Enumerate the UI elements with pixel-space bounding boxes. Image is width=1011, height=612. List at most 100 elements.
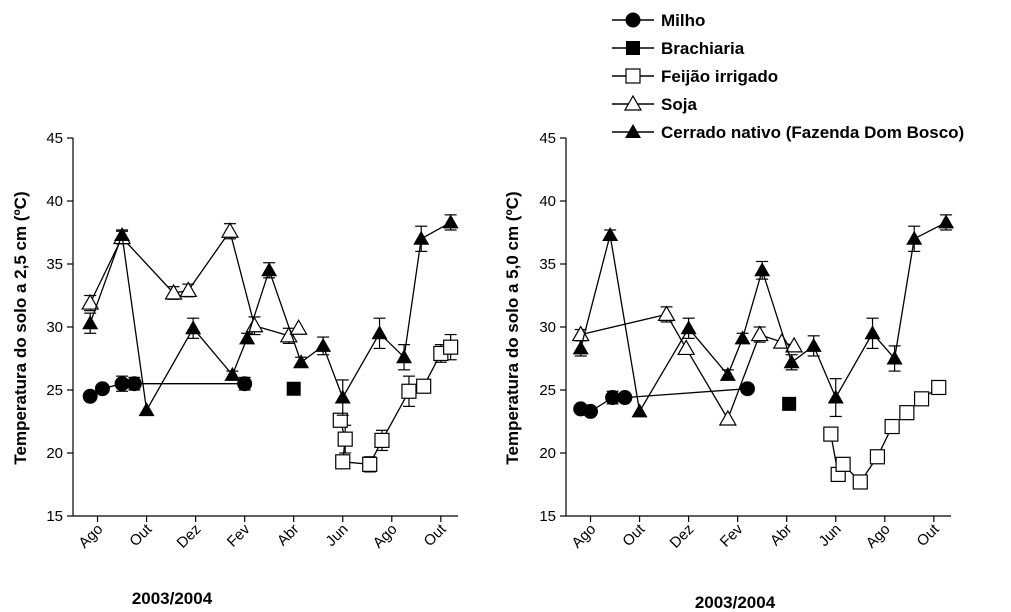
data-point-feijao-irrigado — [913, 391, 930, 407]
series-milho — [82, 375, 253, 404]
data-point-cerrado-nativo-fazenda-dom-bosco — [82, 315, 99, 330]
data-point-cerrado-nativo-fazenda-dom-bosco — [906, 230, 923, 245]
data-point-cerrado-nativo-fazenda-dom-bosco — [442, 214, 459, 229]
data-point-feijao-irrigado — [335, 454, 351, 470]
data-point-milho — [739, 381, 755, 397]
series-cerrado-nativo-fazenda-dom-bosco — [82, 214, 459, 417]
x-tick-label: Jun — [322, 521, 351, 550]
legend-label-soja: Soja — [661, 95, 697, 114]
data-point-cerrado-nativo-fazenda-dom-bosco — [734, 330, 751, 345]
legend-item-brachiaria: Brachiaria — [612, 39, 745, 58]
y-tick-label: 35 — [46, 256, 63, 273]
data-point-cerrado-nativo-fazenda-dom-bosco — [334, 389, 351, 404]
data-point-cerrado-nativo-fazenda-dom-bosco — [224, 366, 241, 381]
x-tick-label: Dez — [174, 521, 205, 552]
legend-label-cerrado-nativo: Cerrado nativo (Fazenda Dom Bosco) — [661, 123, 964, 142]
data-point-milho — [237, 376, 253, 392]
series-soja — [81, 222, 308, 344]
series-line-cerrado-nativo-fazenda-dom-bosco — [580, 221, 947, 414]
legend-label-feijao-irrigado: Feijão irrigado — [661, 67, 778, 86]
x-tick-label: Jun — [815, 521, 844, 550]
chart-panel-left: 15 20 25 30 35 40 45 Ago Out Dez Fev Abr Jun Ago Out 2… — [11, 130, 459, 608]
data-point-cerrado-nativo-fazenda-dom-bosco — [680, 320, 697, 335]
legend-item-milho: Milho — [612, 11, 705, 30]
legend-item-soja: Soja — [612, 94, 697, 114]
y-tick-label: 30 — [46, 319, 63, 336]
legend-marker-cerrado-nativo — [625, 124, 641, 138]
data-point-soja — [81, 293, 100, 310]
data-point-milho — [126, 376, 142, 392]
series-feijao-irrigado — [823, 379, 947, 490]
data-point-cerrado-nativo-fazenda-dom-bosco — [827, 389, 844, 404]
data-point-feijao-irrigado — [443, 339, 459, 355]
data-point-cerrado-nativo-fazenda-dom-bosco — [631, 403, 648, 418]
x-tick-label: Fev — [717, 520, 747, 550]
data-point-cerrado-nativo-fazenda-dom-bosco — [185, 320, 202, 335]
y-tick-label: 15 — [539, 508, 556, 525]
data-point-brachiaria — [286, 381, 301, 396]
legend-item-feijao-irrigado: Feijão irrigado — [612, 67, 778, 86]
data-point-cerrado-nativo-fazenda-dom-bosco — [805, 337, 822, 352]
x-tick-label: Ago — [75, 521, 106, 552]
data-point-milho — [82, 388, 98, 404]
data-point-soja — [289, 319, 308, 335]
chart-panel-right: 15 20 25 30 35 40 45 Ago Out Dez Fev Abr Jun Ago Out 2… — [503, 130, 955, 612]
y-tick-label: 20 — [46, 445, 63, 462]
series-line-cerrado-nativo-fazenda-dom-bosco — [89, 221, 451, 413]
data-point-cerrado-nativo-fazenda-dom-bosco — [138, 402, 155, 417]
y-tick-label: 40 — [539, 193, 556, 210]
series-milho — [573, 381, 755, 419]
x-axis-title-right: 2003/2004 — [695, 593, 776, 612]
y-tick-label: 35 — [539, 256, 556, 273]
y-tick-label: 25 — [46, 382, 63, 399]
x-tick-label: Fev — [224, 520, 254, 550]
data-point-cerrado-nativo-fazenda-dom-bosco — [315, 337, 332, 352]
series-brachiaria — [782, 396, 797, 411]
data-point-cerrado-nativo-fazenda-dom-bosco — [938, 214, 955, 229]
data-point-milho — [94, 381, 110, 397]
data-point-feijao-irrigado — [931, 379, 947, 396]
data-point-brachiaria — [782, 396, 797, 411]
data-point-cerrado-nativo-fazenda-dom-bosco — [261, 262, 278, 277]
legend-label-brachiaria: Brachiaria — [661, 39, 745, 58]
data-point-feijao-irrigado — [884, 418, 900, 435]
series-line-feijao-irrigado — [339, 346, 451, 465]
data-point-soja — [785, 336, 804, 353]
data-point-milho — [617, 390, 633, 406]
y-tick-label: 30 — [539, 319, 556, 336]
data-point-feijao-irrigado — [852, 474, 868, 490]
data-point-cerrado-nativo-fazenda-dom-bosco — [754, 262, 771, 277]
y-tick-label: 45 — [539, 130, 556, 147]
legend: Milho Brachiaria Feijão irrigado Soja Ce… — [612, 11, 964, 142]
data-point-cerrado-nativo-fazenda-dom-bosco — [396, 349, 413, 364]
data-point-cerrado-nativo-fazenda-dom-bosco — [239, 330, 256, 345]
data-point-cerrado-nativo-fazenda-dom-bosco — [293, 354, 310, 369]
data-point-soja — [245, 316, 264, 333]
x-tick-label: Out — [914, 520, 944, 550]
series-line-milho — [89, 383, 245, 397]
data-point-milho — [583, 403, 599, 419]
data-point-soja — [179, 281, 198, 298]
y-axis-title-left: Temperatura do solo a 2,5 cm (ºC) — [11, 191, 30, 464]
x-tick-label: Out — [126, 520, 156, 550]
data-point-feijao-irrigado — [899, 405, 915, 421]
data-point-feijao-irrigado — [823, 426, 839, 442]
data-point-cerrado-nativo-fazenda-dom-bosco — [114, 227, 131, 242]
legend-marker-feijao-irrigado — [625, 68, 641, 84]
legend-marker-milho — [625, 12, 641, 28]
data-point-cerrado-nativo-fazenda-dom-bosco — [886, 350, 903, 365]
legend-marker-soja — [623, 94, 643, 111]
legend-label-milho: Milho — [661, 11, 705, 30]
x-tick-label: Ago — [568, 521, 599, 552]
y-tick-label: 45 — [46, 130, 63, 147]
data-point-cerrado-nativo-fazenda-dom-bosco — [413, 230, 430, 245]
series-layer-right — [571, 214, 955, 490]
y-axis-title-right: Temperatura do solo a 5,0 cm (ºC) — [503, 191, 522, 464]
x-tick-label: Abr — [274, 521, 303, 550]
data-point-milho — [605, 390, 621, 406]
data-point-cerrado-nativo-fazenda-dom-bosco — [572, 340, 589, 355]
data-point-cerrado-nativo-fazenda-dom-bosco — [864, 325, 881, 340]
series-layer-left — [81, 214, 459, 473]
x-tick-label: Out — [421, 520, 451, 550]
